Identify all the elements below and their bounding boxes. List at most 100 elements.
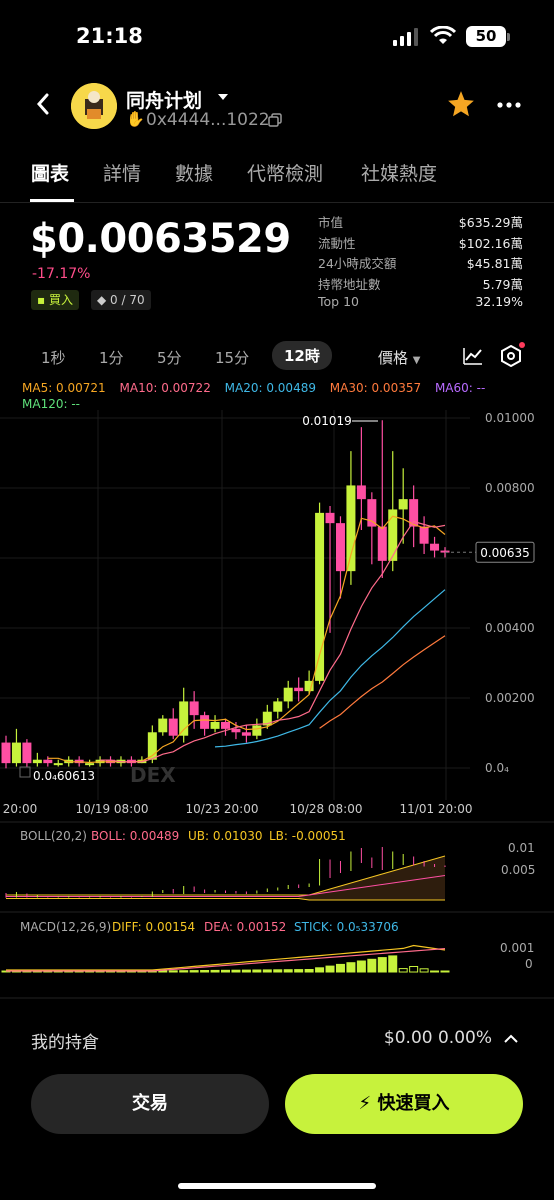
tab-social[interactable]: 社媒熱度 (361, 163, 438, 185)
stat-row: Top 10 32.19% (318, 294, 523, 315)
macd-bar (294, 969, 304, 973)
candle (231, 728, 241, 733)
stat-value: 5.79萬 (482, 276, 523, 292)
candle (440, 550, 450, 553)
high-price-label: 0.01019 (302, 414, 352, 428)
macd-bar (262, 969, 272, 973)
token-logo-icon (71, 83, 117, 129)
holders-badge-label: 0 / 70 (110, 293, 145, 307)
macd-bar (367, 958, 377, 973)
boll-label: BOLL: 0.00489 (91, 829, 179, 843)
macd-bar (356, 960, 366, 973)
boll-ub-label: UB: 0.01030 (188, 829, 263, 843)
candle (356, 485, 366, 500)
ma10-label: MA10: 0.00722 (119, 381, 211, 395)
token-name[interactable]: 同舟计划 (126, 90, 203, 112)
candle (346, 485, 356, 572)
macd-bar (335, 963, 345, 973)
notification-dot (519, 342, 525, 348)
macd-dea-line (6, 948, 446, 972)
macd-bar (430, 970, 440, 973)
boll-title: BOLL(20,2) (20, 829, 87, 843)
macd-bar (200, 970, 210, 973)
stat-value: $45.81萬 (466, 256, 523, 271)
lightning-icon: ⚡ (358, 1093, 378, 1114)
price-type-select[interactable]: 價格 ▼ (378, 347, 421, 368)
token-logo (71, 83, 117, 129)
boll-lb-label: LB: -0.00051 (269, 829, 346, 843)
candle (304, 680, 314, 692)
macd-bar (315, 967, 325, 973)
interval-5m[interactable]: 5分 (157, 349, 182, 367)
stat-value: 32.19% (475, 294, 523, 309)
tab-chart[interactable]: 圖表 (31, 163, 70, 185)
trade-button[interactable]: 交易 (31, 1074, 269, 1134)
candle (43, 759, 53, 764)
indicator-icon[interactable] (463, 347, 483, 365)
tab-data[interactable]: 數據 (175, 163, 214, 185)
ma30-line (319, 635, 446, 729)
macd-dea-label: DEA: 0.00152 (204, 920, 286, 934)
y-tick-label: 0.00800 (485, 481, 535, 495)
candle (85, 763, 95, 766)
macd-bar (388, 955, 398, 973)
macd-title: MACD(12,26,9) (20, 920, 111, 934)
tab-token-check[interactable]: 代幣檢測 (247, 163, 324, 185)
back-icon[interactable] (36, 92, 50, 116)
candle (419, 526, 429, 544)
macd-bar (241, 969, 251, 973)
token-address[interactable]: 0x4444...1022 (146, 110, 270, 130)
buy-badge[interactable]: ▪ 買入 (31, 290, 79, 310)
candle (325, 512, 335, 524)
caret-down-icon: ▼ (412, 355, 421, 366)
candle (409, 499, 419, 527)
price-chart[interactable]: 0.010000.008000.006000.004000.002000.0₄2… (0, 375, 554, 1000)
stat-label: Top 10 (318, 294, 359, 309)
stat-label: 市值 (318, 215, 344, 230)
holders-badge[interactable]: ◆ 0 / 70 (91, 290, 151, 310)
low-price-label: 0.0₄60613 (33, 769, 95, 783)
ma10-line (100, 520, 446, 763)
macd-bar (346, 962, 356, 973)
last-price-value: 0.00635 (480, 546, 530, 560)
macd-bar (304, 969, 314, 973)
caret-down-icon[interactable] (218, 94, 228, 102)
interval-1m[interactable]: 1分 (99, 349, 124, 367)
macd-bar (179, 970, 189, 973)
stat-row: 24小時成交額 $45.81萬 (318, 253, 523, 274)
stat-value: $102.16萬 (458, 235, 523, 251)
more-icon[interactable] (497, 102, 521, 108)
holdings-row[interactable]: 我的持倉 $0.00 0.00% (0, 1022, 554, 1058)
macd-bar (189, 970, 199, 973)
stat-label: 持幣地址數 (318, 276, 381, 292)
last-price-tag (475, 541, 535, 563)
wifi-icon (430, 26, 456, 44)
tab-details[interactable]: 詳情 (103, 163, 142, 185)
quick-buy-button[interactable]: ⚡ 快速買入 (285, 1074, 523, 1134)
candle (210, 722, 220, 729)
ma30-label: MA30: 0.00357 (329, 381, 422, 395)
y-tick-label: 0.00400 (485, 621, 535, 635)
stat-label: 流動性 (318, 235, 356, 251)
candle (221, 722, 230, 729)
macd-bar (221, 969, 230, 973)
macd-bar (398, 968, 408, 973)
copy-icon[interactable] (268, 113, 282, 127)
x-tick-label: 20:00 (3, 802, 38, 816)
stat-label: 24小時成交額 (318, 256, 397, 271)
interval-15m[interactable]: 15分 (215, 349, 250, 367)
ma-legend-row2: MA120: -- (22, 397, 90, 411)
interval-12h[interactable]: 12時 (272, 341, 332, 370)
star-icon[interactable] (447, 90, 475, 118)
interval-1s[interactable]: 1秒 (41, 349, 66, 367)
candle (158, 718, 168, 733)
chevron-up-icon[interactable] (504, 1034, 518, 1043)
home-indicator (178, 1183, 376, 1189)
candle (189, 701, 199, 716)
ma20-line (214, 589, 446, 748)
macd-bar (158, 970, 168, 973)
settings-icon[interactable] (501, 345, 521, 367)
watermark-icon (19, 766, 31, 778)
ma120-label: MA120: -- (22, 397, 80, 411)
candle (200, 715, 210, 729)
